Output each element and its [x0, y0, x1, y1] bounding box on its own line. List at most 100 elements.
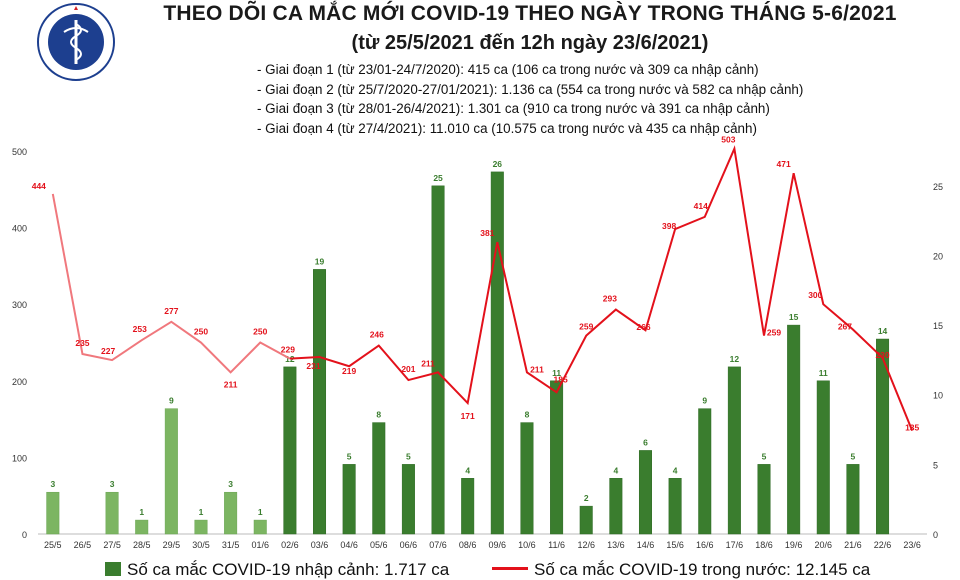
bar — [372, 422, 386, 535]
line-series — [289, 145, 914, 431]
bar-value-label: 1 — [258, 507, 263, 517]
x-tick-label: 08/6 — [459, 540, 477, 550]
x-tick-label: 10/6 — [518, 540, 536, 550]
bar-value-label: 15 — [789, 312, 799, 322]
x-tick-label: 29/5 — [163, 540, 181, 550]
phase-3-text: - Giai đoạn 3 (từ 28/01-26/4/2021): 1.30… — [257, 101, 770, 116]
bar-value-label: 9 — [169, 396, 174, 406]
legend-line-item: Số ca mắc COVID-19 trong nước: 12.145 ca — [492, 560, 870, 580]
line-value-label: 267 — [838, 321, 852, 331]
bar — [520, 422, 534, 535]
x-tick-label: 25/5 — [44, 540, 62, 550]
line-value-label: 219 — [342, 366, 356, 376]
line-value-label: 277 — [164, 306, 178, 316]
line-value-label: 398 — [662, 221, 676, 231]
x-tick-label: 31/5 — [222, 540, 240, 550]
x-tick-label: 15/6 — [666, 540, 684, 550]
bar — [194, 519, 208, 535]
bar-value-label: 14 — [878, 326, 888, 336]
line-value-label: 414 — [694, 201, 708, 211]
line-value-label: 253 — [133, 324, 147, 334]
bar — [224, 491, 238, 535]
bar-value-label: 4 — [465, 465, 470, 475]
chart-subtitle: (từ 25/5/2021 đến 12h ngày 23/6/2021) — [351, 32, 709, 54]
x-tick-label: 09/6 — [489, 540, 507, 550]
line-value-label: 444 — [32, 181, 46, 191]
bar-value-label: 5 — [851, 451, 856, 461]
line-value-label: 185 — [553, 374, 567, 384]
bar-value-label: 5 — [762, 451, 767, 461]
bar-value-label: 11 — [552, 368, 561, 378]
legend-bar-label: Số ca mắc COVID-19 nhập cảnh: 1.717 ca — [127, 560, 450, 579]
bar — [816, 380, 830, 535]
bar — [876, 338, 890, 535]
y-left-tick-label: 100 — [12, 453, 27, 463]
line-value-label: 230 — [875, 350, 889, 360]
bar-value-label: 3 — [110, 479, 115, 489]
line-value-label: 266 — [636, 322, 650, 332]
bar-value-label: 3 — [228, 479, 233, 489]
line-value-label: 293 — [603, 294, 617, 304]
phase-4-text: - Giai đoạn 4 (từ 27/4/2021): 11.010 ca … — [257, 120, 757, 136]
x-tick-label: 02/6 — [281, 540, 299, 550]
bar — [846, 464, 860, 535]
phase-2-text: - Giai đoạn 2 (từ 25/7/2020-27/01/2021):… — [257, 81, 804, 97]
bar — [431, 185, 445, 535]
x-tick-label: 01/6 — [251, 540, 269, 550]
bar — [461, 478, 475, 535]
line-value-label: 229 — [281, 345, 295, 355]
y-right-tick-label: 10 — [933, 391, 943, 401]
x-tick-label: 13/6 — [607, 540, 625, 550]
y-right-tick-label: 20 — [933, 251, 943, 261]
line-value-label: 503 — [721, 135, 735, 145]
bar — [727, 366, 741, 535]
bar — [105, 491, 119, 535]
y-left-tick-label: 0 — [22, 530, 27, 540]
line-value-label: 211 — [530, 364, 544, 374]
bar — [135, 519, 149, 535]
x-tick-label: 20/6 — [815, 540, 833, 550]
x-tick-label: 30/5 — [192, 540, 210, 550]
line-value-label: 250 — [194, 327, 208, 337]
line-value-label: 246 — [370, 330, 384, 340]
bar — [579, 505, 593, 535]
line-value-label: 471 — [777, 159, 791, 169]
line-value-label: 135 — [905, 423, 919, 433]
line-series-early — [51, 193, 291, 374]
line-value-label: 201 — [401, 364, 415, 374]
bar-value-label: 9 — [702, 396, 707, 406]
line-value-label: 231 — [306, 361, 320, 371]
x-tick-label: 21/6 — [844, 540, 862, 550]
line-value-label: 171 — [461, 411, 475, 421]
bar-value-label: 8 — [376, 410, 381, 420]
legend-bar-item: Số ca mắc COVID-19 nhập cảnh: 1.717 ca — [105, 560, 449, 580]
x-tick-label: 17/6 — [726, 540, 744, 550]
x-tick-label: 11/6 — [548, 540, 565, 550]
chart-title: THEO DÕI CA MẮC MỚI COVID-19 THEO NGÀY T… — [163, 2, 897, 25]
x-tick-label: 22/6 — [874, 540, 892, 550]
bar-value-label: 12 — [730, 354, 740, 364]
line-value-label: 259 — [579, 322, 593, 332]
line-value-label: 250 — [253, 327, 267, 337]
x-tick-label: 19/6 — [785, 540, 803, 550]
bar-value-label: 19 — [315, 256, 325, 266]
line-value-label: 227 — [101, 346, 115, 356]
legend-line-label: Số ca mắc COVID-19 trong nước: 12.145 ca — [534, 560, 871, 579]
y-left-tick-label: 400 — [12, 224, 27, 234]
line-value-label: 259 — [767, 328, 781, 338]
x-tick-label: 23/6 — [903, 540, 921, 550]
x-tick-label: 06/6 — [400, 540, 418, 550]
y-right-tick-label: 15 — [933, 321, 943, 331]
bar-value-label: 6 — [643, 437, 648, 447]
ministry-of-health-logo — [37, 3, 115, 81]
x-tick-label: 05/6 — [370, 540, 388, 550]
bar — [401, 464, 415, 535]
line-value-label: 300 — [808, 290, 822, 300]
bar-value-label: 4 — [673, 465, 678, 475]
x-tick-label: 26/5 — [74, 540, 92, 550]
y-left-tick-label: 300 — [12, 300, 27, 310]
bar-value-label: 26 — [493, 159, 503, 169]
legend-bar-swatch — [105, 562, 121, 576]
x-tick-label: 16/6 — [696, 540, 714, 550]
